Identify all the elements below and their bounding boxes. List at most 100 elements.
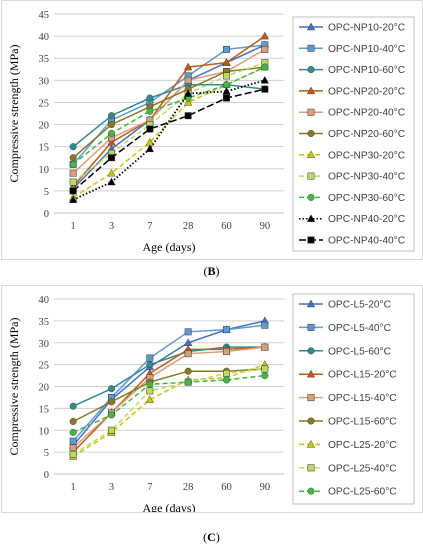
b-x-tick-label: 3 — [109, 221, 114, 232]
b-legend-label: OPC-NP30-40°C — [328, 172, 405, 183]
b-series-line — [72, 61, 266, 183]
c-legend-marker — [306, 439, 316, 448]
b-data-point — [107, 137, 116, 146]
c-legend-label: OPC-L5-60°C — [328, 346, 391, 357]
b-y-tick-label: 35 — [39, 54, 50, 65]
b-data-point — [107, 168, 116, 177]
b-data-point — [145, 144, 154, 153]
b-data-point — [260, 31, 269, 40]
b-series-line — [72, 35, 266, 187]
c-data-point — [107, 411, 115, 419]
c-legend-label: OPC-L15-60°C — [328, 417, 397, 428]
b-data-point — [146, 94, 154, 102]
c-legend-marker — [307, 323, 315, 331]
b-data-point — [222, 58, 231, 66]
c-data-point — [261, 343, 269, 351]
b-x-tick-label: 90 — [260, 221, 271, 232]
c-data-point — [107, 385, 115, 393]
c-data-point — [222, 376, 230, 384]
b-legend-marker — [306, 214, 316, 222]
c-y-tick-label: 40 — [39, 295, 50, 306]
c-x-tick-label: 1 — [71, 482, 76, 493]
c-series-3 — [69, 342, 269, 456]
c-data-point — [261, 372, 269, 380]
b-x-tick-label: 28 — [183, 221, 194, 232]
b-data-point — [261, 63, 269, 71]
panel-b-letter: B — [207, 264, 216, 278]
c-legend-marker — [307, 347, 315, 355]
c-data-point — [69, 428, 77, 436]
b-data-point — [223, 94, 230, 102]
c-legend-label: OPC-L15-20°C — [328, 370, 397, 381]
b-y-tick-label: 20 — [39, 121, 50, 132]
b-data-point — [260, 75, 269, 84]
b-x-tick-label: 7 — [147, 221, 152, 232]
c-data-point — [223, 369, 230, 377]
c-data-point — [146, 354, 154, 362]
c-legend-marker — [307, 487, 315, 495]
c-x-tick-label: 28 — [183, 482, 194, 493]
b-data-point — [69, 169, 77, 177]
b-legend-marker — [306, 150, 316, 159]
c-legend-marker — [307, 394, 315, 402]
c-data-point — [108, 426, 115, 434]
b-series-line — [72, 48, 266, 174]
c-data-point — [69, 450, 77, 458]
b-legend-label: OPC-NP10-20°C — [328, 23, 405, 34]
b-y-tick-label: 45 — [39, 10, 50, 21]
c-data-point — [184, 350, 192, 358]
c-series-line — [72, 320, 266, 447]
c-series-1 — [69, 321, 269, 445]
b-y-tick-label: 30 — [39, 76, 50, 87]
b-series-line — [72, 84, 265, 148]
c-x-axis-title: Age (days) — [143, 501, 196, 512]
c-series-line — [72, 368, 265, 423]
b-y-axis-title: Compressive strength (MPa) — [7, 45, 21, 183]
b-series-line — [72, 44, 265, 165]
b-y-tick-label: 15 — [39, 143, 50, 154]
b-legend-label: OPC-NP10-60°C — [328, 65, 405, 76]
c-data-point — [184, 367, 192, 375]
b-data-point — [184, 112, 192, 120]
b-legend-marker — [307, 44, 315, 52]
b-data-point — [69, 143, 77, 151]
b-legend-label: OPC-NP30-20°C — [328, 150, 405, 161]
c-legend: OPC-L5-20°C OPC-L5-40°C OPC-L5-60°C OPC-L15… — [292, 293, 415, 505]
panel-b-label: (B) — [203, 264, 220, 278]
b-series-6 — [69, 62, 269, 201]
c-y-tick-label: 30 — [39, 339, 50, 350]
b-data-point — [107, 112, 115, 120]
b-data-point — [69, 160, 77, 168]
c-data-point — [145, 395, 154, 403]
b-series-8 — [69, 63, 269, 168]
b-data-point — [69, 187, 77, 195]
c-series-5 — [69, 365, 269, 425]
b-data-point — [184, 76, 192, 84]
b-y-tick-label: 0 — [44, 209, 49, 220]
c-series-line — [72, 346, 265, 407]
b-data-point — [261, 85, 269, 93]
b-legend-label: OPC-NP20-60°C — [328, 129, 405, 140]
b-data-point — [184, 62, 193, 71]
c-data-point — [146, 380, 154, 388]
c-data-point — [146, 361, 154, 369]
c-legend-label: OPC-L25-60°C — [328, 487, 397, 498]
c-legend-marker — [306, 369, 316, 378]
c-legend-marker — [307, 417, 315, 425]
c-series-8 — [69, 372, 269, 436]
b-data-point — [108, 154, 115, 162]
c-data-point — [69, 437, 77, 445]
c-y-tick-label: 5 — [44, 448, 49, 459]
c-data-point — [69, 402, 77, 410]
panel-c-chart: 0 5 10 15 20 25 30 35 40 1 3 7 28 60 90 Age (days) Compr… — [1, 285, 423, 515]
b-series-line — [72, 66, 265, 159]
c-y-tick-label: 25 — [39, 361, 50, 372]
c-data-point — [223, 326, 230, 334]
b-series-line — [72, 79, 266, 201]
b-y-tick-label: 10 — [39, 165, 50, 176]
b-legend-marker — [307, 129, 315, 137]
c-y-tick-label: 0 — [44, 470, 49, 481]
c-legend-label: OPC-L25-40°C — [328, 463, 397, 474]
b-x-tick-label: 60 — [221, 221, 232, 232]
b-data-point — [107, 129, 115, 137]
